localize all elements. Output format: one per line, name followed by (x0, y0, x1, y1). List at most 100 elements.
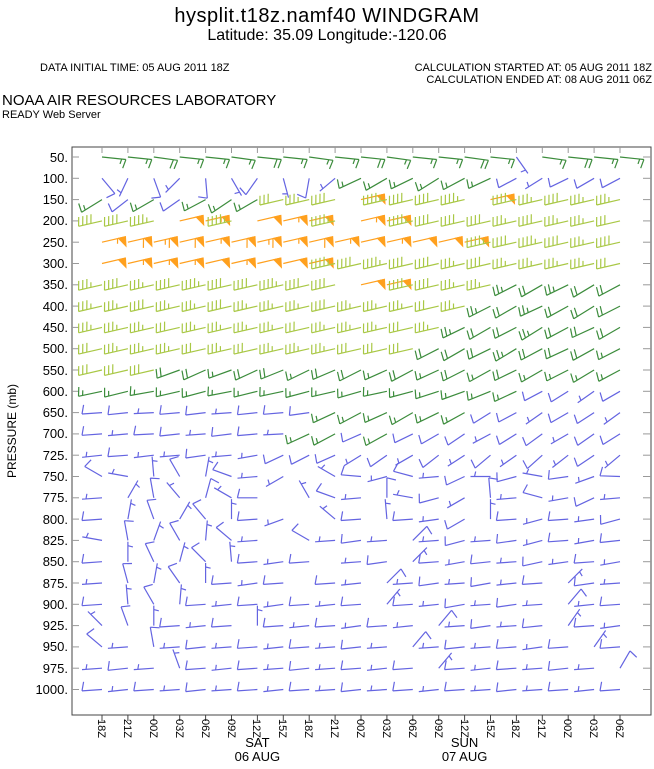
wind-barb (285, 369, 310, 382)
wind-barb (522, 454, 543, 470)
wind-barb (104, 387, 129, 398)
wind-barb (522, 685, 543, 692)
wind-barb (236, 488, 258, 499)
wind-barb (146, 498, 157, 520)
wind-barb (341, 622, 362, 629)
wind-barb (412, 525, 433, 541)
x-axis-label: 06Z (613, 719, 625, 738)
wind-barb (412, 156, 438, 169)
wind-barb (440, 214, 465, 227)
wind-barb (522, 468, 543, 478)
wind-barb (181, 321, 206, 334)
wind-barb (568, 156, 593, 169)
wind-barb (87, 611, 103, 627)
wind-barb (444, 578, 465, 585)
wind-barb (440, 412, 465, 425)
wind-barb (522, 600, 543, 607)
wind-barb (570, 305, 595, 320)
wind-barb (337, 342, 362, 355)
wind-barb (259, 278, 284, 291)
wind-barb (521, 390, 543, 402)
barb-pennant (298, 236, 308, 248)
wind-barb (547, 511, 569, 522)
wind-barb (315, 600, 336, 607)
wind-barb (570, 236, 595, 249)
wind-barb (495, 511, 517, 522)
wind-barb (418, 576, 439, 587)
wind-barb (233, 300, 258, 313)
wind-barb (599, 681, 621, 692)
wind-barb (599, 433, 621, 446)
calculation-times: CALCULATION STARTED AT: 05 AUG 2011 18Z … (415, 62, 652, 86)
wind-barb (82, 451, 103, 458)
wind-barb (233, 369, 258, 381)
wind-barb (169, 456, 181, 477)
wind-barb (518, 305, 543, 317)
wind-barb (179, 542, 189, 562)
wind-barb (77, 386, 103, 397)
wind-barb (521, 575, 543, 585)
wind-barb (78, 278, 103, 291)
wind-barb (315, 536, 336, 543)
wind-barb (440, 257, 465, 270)
x-axis-label: 21Z (120, 719, 133, 738)
wind-barb (133, 451, 154, 459)
wind-barb (573, 617, 595, 628)
wind-barb (440, 348, 465, 362)
wind-barb (81, 578, 103, 585)
wind-barb (337, 388, 362, 399)
wind-barb (362, 192, 388, 206)
y-axis-label-300: 300. (42, 256, 68, 271)
wind-barb (181, 199, 206, 212)
location-subtitle: Latitude: 35.09 Longitude:-120.06 (207, 27, 447, 44)
wind-barb (438, 652, 453, 669)
wind-barb (259, 193, 284, 206)
wind-barb (522, 433, 543, 447)
wind-barb (522, 664, 543, 671)
wind-barb (205, 156, 231, 169)
wind-barb (392, 578, 413, 585)
wind-barb (362, 321, 388, 334)
wind-barb (236, 511, 258, 522)
wind-barb (336, 412, 362, 425)
page-title: hysplit.t18z.namf40 WINDGRAM (174, 5, 480, 27)
wind-barb (388, 321, 413, 334)
wind-barb (296, 178, 310, 199)
wind-barb (207, 386, 232, 397)
barb-row-150mb (78, 192, 621, 214)
wind-barb (285, 321, 310, 334)
wind-barb (81, 426, 103, 436)
wind-barb (521, 618, 543, 629)
x-axis-label: 00Z (561, 719, 574, 738)
wind-barb (466, 369, 491, 383)
barb-pennant (221, 236, 231, 248)
wind-barb (155, 278, 180, 291)
wind-barb (211, 427, 232, 437)
wind-barb (207, 278, 232, 291)
wind-barb (341, 494, 362, 501)
wind-barb (155, 367, 180, 379)
wind-barb (311, 342, 336, 355)
wind-barb (544, 257, 569, 270)
wind-barb (366, 664, 387, 671)
wind-barb (237, 580, 258, 587)
wind-barb (414, 321, 439, 334)
wind-barb (169, 519, 181, 541)
wind-barb (236, 405, 258, 416)
wind-barb (78, 199, 103, 213)
barb-row-350mb (78, 278, 621, 298)
wind-barb (207, 321, 232, 334)
wind-barb (392, 490, 413, 499)
wind-barb (438, 156, 464, 169)
wind-barb (236, 639, 258, 649)
y-axis-label-825: 825. (42, 532, 68, 548)
wind-barb (388, 412, 414, 426)
wind-barb (418, 516, 439, 523)
wind-barb (438, 609, 458, 626)
wind-barb (310, 412, 336, 424)
wind-barb (149, 477, 160, 498)
wind-barb (133, 681, 154, 692)
wind-barb (496, 533, 517, 544)
wind-barb (495, 433, 517, 446)
wind-barb (211, 642, 232, 649)
